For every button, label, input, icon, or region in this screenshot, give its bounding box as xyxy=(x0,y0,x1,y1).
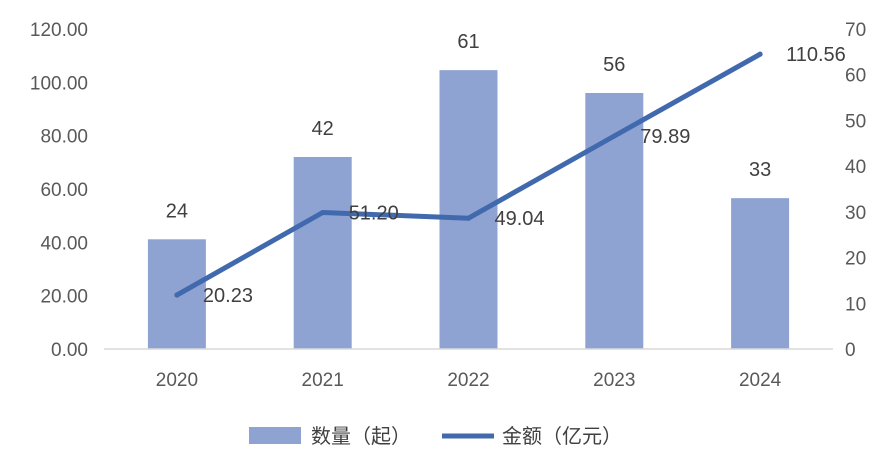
bar-2023 xyxy=(585,93,644,349)
line-series xyxy=(174,51,763,298)
right-tick-label: 30 xyxy=(845,203,866,224)
legend-bar-label: 数量（起） xyxy=(311,424,411,448)
left-axis-ticks: 0.00 20.00 40.00 60.00 80.00 100.00 120.00 xyxy=(30,20,88,361)
left-tick-label: 80.00 xyxy=(40,127,88,148)
legend-line-label: 金额（亿元） xyxy=(502,424,622,448)
legend-bar-swatch xyxy=(249,427,301,444)
x-tick-label: 2020 xyxy=(156,370,198,391)
bar-label-2021: 42 xyxy=(312,118,334,140)
right-tick-label: 50 xyxy=(845,111,866,132)
left-tick-label: 120.00 xyxy=(30,20,88,41)
line-label-2024: 110.56 xyxy=(786,44,846,66)
bar-label-2020: 24 xyxy=(166,200,188,222)
right-tick-label: 20 xyxy=(845,249,866,270)
bar-label-2023: 56 xyxy=(603,54,625,76)
line-point-2020 xyxy=(174,292,180,298)
x-tick-label: 2024 xyxy=(739,370,782,391)
bar-label-2024: 33 xyxy=(749,159,771,181)
bar-label-2022: 61 xyxy=(457,31,479,53)
line-label-2021: 51.20 xyxy=(349,202,399,224)
line-point-2021 xyxy=(320,209,326,215)
line-label-2023: 79.89 xyxy=(640,126,690,148)
left-tick-label: 40.00 xyxy=(40,233,88,254)
x-tick-label: 2022 xyxy=(447,370,489,391)
right-tick-label: 0 xyxy=(845,340,856,361)
left-tick-label: 100.00 xyxy=(30,73,88,94)
x-axis-ticks: 2020 2021 2022 2023 2024 xyxy=(156,370,782,391)
left-tick-label: 20.00 xyxy=(40,287,88,308)
line-point-2024 xyxy=(757,51,763,57)
line-label-2020: 20.23 xyxy=(203,285,253,307)
bar-2021 xyxy=(293,157,352,349)
left-tick-label: 0.00 xyxy=(51,340,88,361)
right-tick-label: 40 xyxy=(845,157,866,178)
line-label-2022: 49.04 xyxy=(495,208,545,230)
right-tick-label: 60 xyxy=(845,66,866,87)
left-tick-label: 60.00 xyxy=(40,180,88,201)
bar-data-labels: 24 42 61 56 33 xyxy=(166,31,771,222)
bar-2024 xyxy=(731,198,790,349)
legend: 数量（起） 金额（亿元） xyxy=(249,424,622,448)
line-data-labels: 20.23 51.20 49.04 79.89 110.56 xyxy=(203,44,846,307)
x-tick-label: 2021 xyxy=(302,370,344,391)
bar-series xyxy=(147,70,790,350)
right-tick-label: 70 xyxy=(845,20,866,41)
right-tick-label: 10 xyxy=(845,294,866,315)
line-point-2023 xyxy=(611,133,617,139)
right-axis-ticks: 0 10 20 30 40 50 60 70 xyxy=(845,20,866,361)
x-tick-label: 2023 xyxy=(593,370,635,391)
line-point-2022 xyxy=(466,215,471,221)
